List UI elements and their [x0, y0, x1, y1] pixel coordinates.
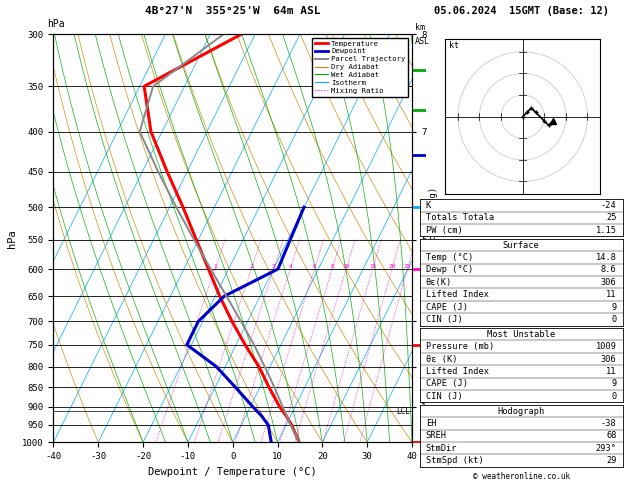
Text: CAPE (J): CAPE (J): [426, 302, 467, 312]
Text: Lifted Index: Lifted Index: [426, 367, 489, 376]
Text: StmDir: StmDir: [426, 444, 457, 453]
Text: θε(K): θε(K): [426, 278, 452, 287]
Text: 0: 0: [611, 315, 616, 324]
Text: 8.6: 8.6: [601, 265, 616, 275]
Text: 4B°27'N  355°25'W  64m ASL: 4B°27'N 355°25'W 64m ASL: [145, 5, 321, 16]
Text: -24: -24: [601, 201, 616, 210]
Text: Totals Totala: Totals Totala: [426, 213, 494, 223]
Text: 14.8: 14.8: [596, 253, 616, 262]
Text: 11: 11: [606, 290, 616, 299]
Text: 306: 306: [601, 354, 616, 364]
Text: -38: -38: [601, 419, 616, 428]
Text: 0: 0: [611, 392, 616, 401]
Text: Lifted Index: Lifted Index: [426, 290, 489, 299]
Text: CAPE (J): CAPE (J): [426, 379, 467, 388]
Text: LCL: LCL: [396, 406, 409, 416]
Text: Surface: Surface: [503, 241, 540, 250]
Text: 1009: 1009: [596, 342, 616, 351]
Text: θε (K): θε (K): [426, 354, 457, 364]
X-axis label: Dewpoint / Temperature (°C): Dewpoint / Temperature (°C): [148, 467, 317, 477]
Text: 68: 68: [606, 431, 616, 440]
Text: 25: 25: [606, 213, 616, 223]
Text: 11: 11: [606, 367, 616, 376]
Text: Pressure (mb): Pressure (mb): [426, 342, 494, 351]
Text: 4: 4: [288, 264, 292, 269]
Text: 9: 9: [611, 379, 616, 388]
Text: Hodograph: Hodograph: [498, 406, 545, 416]
Text: 20: 20: [388, 264, 396, 269]
Text: 293°: 293°: [596, 444, 616, 453]
Text: 29: 29: [606, 456, 616, 465]
Text: 1.15: 1.15: [596, 226, 616, 235]
Text: EH: EH: [426, 419, 436, 428]
Text: km: km: [415, 22, 425, 32]
Y-axis label: hPa: hPa: [7, 229, 17, 247]
Text: 2: 2: [249, 264, 253, 269]
Text: 9: 9: [611, 302, 616, 312]
Text: ASL: ASL: [415, 37, 430, 46]
Text: 1: 1: [213, 264, 217, 269]
Text: K: K: [426, 201, 431, 210]
Legend: Temperature, Dewpoint, Parcel Trajectory, Dry Adiabat, Wet Adiabat, Isotherm, Mi: Temperature, Dewpoint, Parcel Trajectory…: [311, 37, 408, 97]
Text: 10: 10: [342, 264, 350, 269]
Text: CIN (J): CIN (J): [426, 392, 462, 401]
Text: kt: kt: [449, 40, 459, 50]
Text: StmSpd (kt): StmSpd (kt): [426, 456, 484, 465]
Text: hPa: hPa: [47, 19, 65, 29]
Text: Most Unstable: Most Unstable: [487, 330, 555, 339]
Text: CIN (J): CIN (J): [426, 315, 462, 324]
Text: 6: 6: [313, 264, 316, 269]
Text: 15: 15: [369, 264, 376, 269]
Text: 05.06.2024  15GMT (Base: 12): 05.06.2024 15GMT (Base: 12): [433, 5, 609, 16]
Text: PW (cm): PW (cm): [426, 226, 462, 235]
Text: Temp (°C): Temp (°C): [426, 253, 473, 262]
Text: 306: 306: [601, 278, 616, 287]
Text: Dewp (°C): Dewp (°C): [426, 265, 473, 275]
Text: 25: 25: [404, 264, 411, 269]
Y-axis label: Mixing Ratio (g/kg): Mixing Ratio (g/kg): [429, 187, 438, 289]
Text: SREH: SREH: [426, 431, 447, 440]
Text: 3: 3: [272, 264, 276, 269]
Text: © weatheronline.co.uk: © weatheronline.co.uk: [472, 472, 570, 481]
Text: 8: 8: [330, 264, 334, 269]
